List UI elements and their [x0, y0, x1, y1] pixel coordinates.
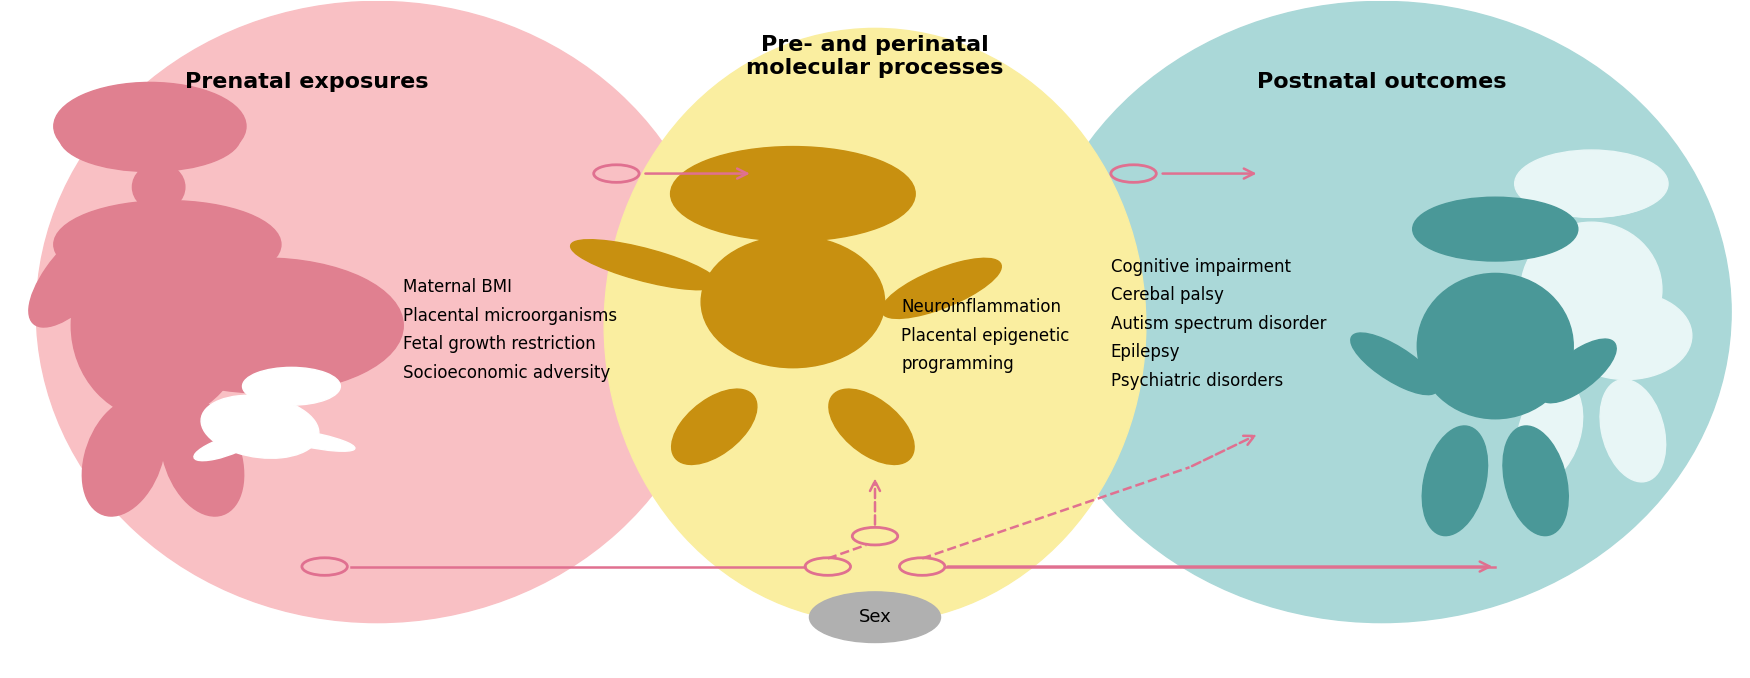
Ellipse shape — [82, 398, 164, 516]
Ellipse shape — [201, 395, 318, 458]
Text: Cognitive impairment
Cerebal palsy
Autism spectrum disorder
Epilepsy
Psychiatric: Cognitive impairment Cerebal palsy Autis… — [1111, 258, 1326, 390]
Ellipse shape — [194, 433, 255, 460]
Text: Sex: Sex — [859, 608, 891, 626]
Ellipse shape — [54, 83, 247, 170]
Ellipse shape — [161, 398, 243, 516]
Ellipse shape — [1503, 426, 1568, 536]
Ellipse shape — [1521, 222, 1662, 357]
Circle shape — [1412, 197, 1578, 261]
Ellipse shape — [1561, 292, 1692, 380]
Ellipse shape — [54, 201, 282, 288]
Circle shape — [670, 146, 915, 241]
Ellipse shape — [1540, 339, 1617, 403]
Ellipse shape — [28, 216, 131, 327]
Ellipse shape — [570, 240, 718, 290]
Ellipse shape — [72, 231, 247, 420]
Ellipse shape — [604, 28, 1146, 622]
Ellipse shape — [830, 389, 914, 464]
Ellipse shape — [1516, 150, 1668, 218]
Text: Maternal BMI
Placental microorganisms
Fetal growth restriction
Socioeconomic adv: Maternal BMI Placental microorganisms Fe… — [402, 278, 618, 382]
Text: Postnatal outcomes: Postnatal outcomes — [1256, 73, 1507, 92]
Ellipse shape — [1418, 273, 1573, 419]
Ellipse shape — [882, 258, 1001, 319]
Circle shape — [243, 367, 340, 405]
Ellipse shape — [1032, 1, 1731, 622]
Ellipse shape — [37, 1, 717, 622]
Ellipse shape — [672, 389, 756, 464]
Ellipse shape — [702, 236, 884, 367]
Text: Prenatal exposures: Prenatal exposures — [186, 73, 429, 92]
Circle shape — [60, 101, 242, 172]
Text: Pre- and perinatal
molecular processes: Pre- and perinatal molecular processes — [746, 35, 1004, 79]
Ellipse shape — [810, 592, 940, 643]
Ellipse shape — [1517, 380, 1582, 482]
Text: Neuroinflammation
Placental epigenetic
programming: Neuroinflammation Placental epigenetic p… — [901, 298, 1069, 374]
Ellipse shape — [1423, 426, 1488, 536]
Ellipse shape — [124, 258, 403, 393]
Ellipse shape — [1600, 380, 1666, 482]
Circle shape — [1522, 163, 1661, 217]
Ellipse shape — [1351, 333, 1438, 395]
Ellipse shape — [270, 429, 355, 452]
Ellipse shape — [133, 163, 186, 211]
